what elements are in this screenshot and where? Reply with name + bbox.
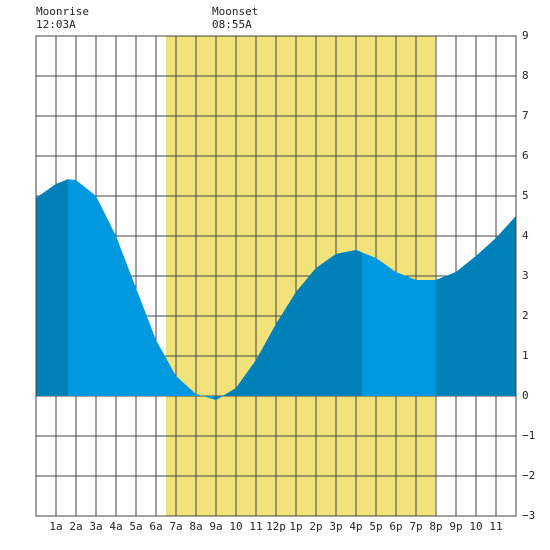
x-tick-label: 3p	[329, 520, 342, 533]
x-tick-label: 1p	[289, 520, 302, 533]
annotation-time: 08:55A	[212, 18, 252, 31]
y-tick-label: −2	[522, 469, 535, 482]
x-tick-label: 6p	[389, 520, 402, 533]
x-tick-label: 1a	[49, 520, 62, 533]
x-tick-label: 2a	[69, 520, 82, 533]
y-tick-label: 9	[522, 29, 529, 42]
x-tick-label: 11	[249, 520, 262, 533]
y-tick-label: 6	[522, 149, 529, 162]
x-tick-label: 3a	[89, 520, 102, 533]
y-tick-label: 7	[522, 109, 529, 122]
y-tick-label: −3	[522, 509, 535, 522]
x-tick-label: 10	[469, 520, 482, 533]
x-tick-label: 4p	[349, 520, 362, 533]
y-tick-label: −1	[522, 429, 535, 442]
tide-area	[36, 179, 516, 400]
tide-area-dark	[36, 179, 68, 396]
x-tick-label: 5p	[369, 520, 382, 533]
x-tick-label: 5a	[129, 520, 142, 533]
x-tick-label: 4a	[109, 520, 122, 533]
x-tick-label: 10	[229, 520, 242, 533]
y-tick-label: 0	[522, 389, 529, 402]
x-tick-label: 8a	[189, 520, 202, 533]
y-tick-label: 2	[522, 309, 529, 322]
tide-area-dark	[436, 216, 516, 396]
x-tick-label: 7a	[169, 520, 182, 533]
x-tick-label: 9p	[449, 520, 462, 533]
y-tick-label: 3	[522, 269, 529, 282]
x-tick-label: 8p	[429, 520, 442, 533]
x-tick-label: 2p	[309, 520, 322, 533]
y-tick-label: 5	[522, 189, 529, 202]
annotation-label: Moonrise	[36, 5, 89, 18]
y-tick-label: 4	[522, 229, 529, 242]
y-tick-label: 8	[522, 69, 529, 82]
y-tick-label: 1	[522, 349, 529, 362]
x-tick-label: 9a	[209, 520, 222, 533]
annotation-time: 12:03A	[36, 18, 76, 31]
annotation-label: Moonset	[212, 5, 258, 18]
x-tick-label: 7p	[409, 520, 422, 533]
tide-area-dark	[214, 250, 362, 400]
x-tick-label: 11	[489, 520, 502, 533]
x-tick-label: 12p	[266, 520, 286, 533]
plot-frame	[35, 35, 517, 517]
x-tick-label: 6a	[149, 520, 162, 533]
